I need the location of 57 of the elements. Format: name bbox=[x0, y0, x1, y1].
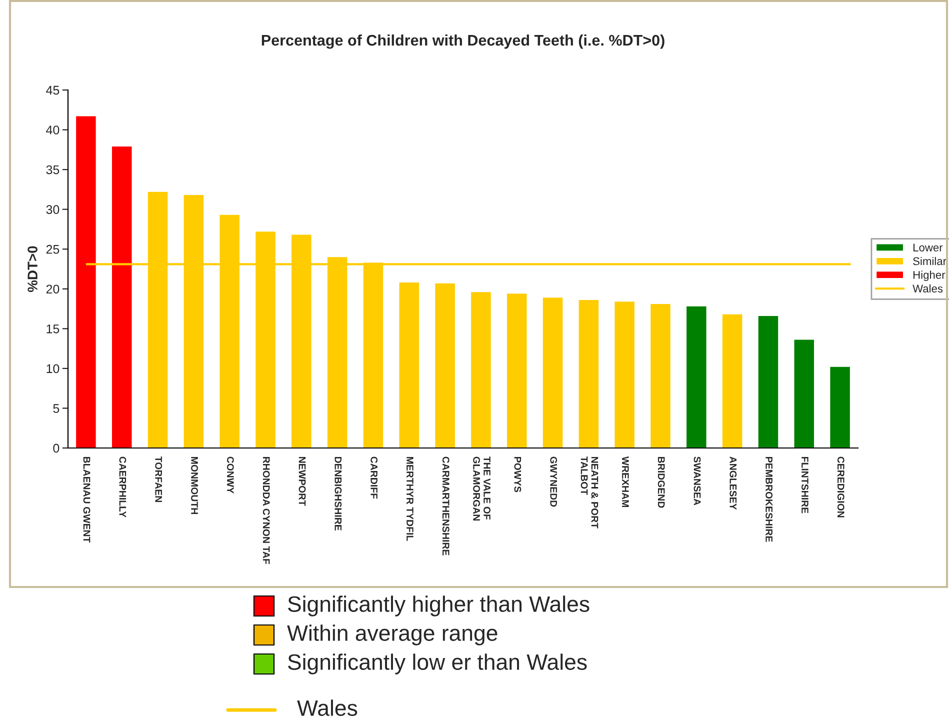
bar bbox=[542, 298, 563, 448]
text: Significantly low er than Wales bbox=[288, 654, 587, 674]
legend-label: Similar bbox=[913, 256, 946, 266]
x-tick-label: THE VALE OF GLAMORGAN bbox=[473, 456, 490, 520]
bar bbox=[578, 300, 599, 448]
bar bbox=[112, 146, 132, 448]
bar bbox=[758, 316, 778, 448]
text: Wales bbox=[297, 700, 358, 716]
chart-title: Percentage of Children with Decayed Teeth (i.e. %DT>0) bbox=[262, 34, 664, 49]
y-tick-label: 15 bbox=[46, 324, 60, 334]
y-tick-label: 20 bbox=[46, 284, 60, 294]
x-tick-label: CARMARTHENSHIRE bbox=[442, 456, 450, 556]
bar bbox=[830, 366, 850, 448]
bar bbox=[686, 306, 706, 448]
x-tick-label: CONWY bbox=[226, 456, 234, 494]
legend-label: Lower bbox=[913, 244, 943, 252]
y-tick-label: 40 bbox=[46, 126, 60, 134]
x-tick-label: NEATH & PORT TALBOT bbox=[580, 456, 598, 528]
y-tick-label: 30 bbox=[46, 205, 60, 214]
bar bbox=[650, 304, 670, 448]
legend-label: Wales bbox=[912, 284, 943, 293]
x-tick-label: GWYNEDD bbox=[550, 456, 558, 507]
y-tick-label: 45 bbox=[46, 86, 60, 95]
x-tick-label: MERTHYR TYDFIL bbox=[406, 456, 414, 541]
x-tick-label: PEMBROKESHIRE bbox=[766, 456, 772, 542]
y-tick-label: 5 bbox=[53, 404, 60, 413]
x-tick-label: BRIDGEND bbox=[658, 456, 665, 508]
bar bbox=[76, 116, 96, 448]
bar bbox=[471, 292, 491, 448]
y-tick-label: 35 bbox=[46, 165, 60, 174]
x-tick-label: FLINTSHIRE bbox=[802, 456, 808, 514]
y-tick-label: 0 bbox=[53, 444, 60, 453]
bar bbox=[614, 302, 634, 448]
x-tick-label: MONMOUTH bbox=[191, 456, 198, 514]
legend-label: Higher bbox=[913, 270, 946, 282]
y-tick-label: 10 bbox=[46, 364, 60, 374]
bar bbox=[435, 283, 455, 448]
y-axis-title: %DT>0 bbox=[28, 246, 38, 292]
x-tick-label: WREXHAM bbox=[622, 456, 629, 507]
x-tick-label: SWANSEA bbox=[694, 456, 701, 506]
text: Significantly higher than Wales bbox=[288, 596, 590, 616]
text: Within average range bbox=[287, 624, 498, 646]
x-tick-label: POWYS bbox=[514, 456, 522, 492]
x-tick-label: BLAENAU GWENT bbox=[83, 456, 90, 543]
y-tick-label: 25 bbox=[46, 244, 60, 254]
x-tick-label: DENBIGHSHIRE bbox=[334, 456, 342, 530]
x-tick-label: RHONDDA CYNON TAF bbox=[262, 456, 270, 564]
bar bbox=[794, 340, 814, 448]
x-tick-label: CEREDIGION bbox=[837, 456, 844, 518]
bar bbox=[722, 314, 742, 448]
x-tick-label: CARDIFF bbox=[370, 456, 378, 499]
x-tick-label: ANGLESEY bbox=[730, 456, 737, 510]
bar bbox=[506, 294, 527, 448]
x-tick-label: CAERPHILLY bbox=[119, 456, 126, 518]
x-tick-label: NEWPORT bbox=[298, 456, 306, 506]
bar bbox=[399, 282, 420, 448]
x-tick-label: TORFAEN bbox=[155, 456, 162, 502]
